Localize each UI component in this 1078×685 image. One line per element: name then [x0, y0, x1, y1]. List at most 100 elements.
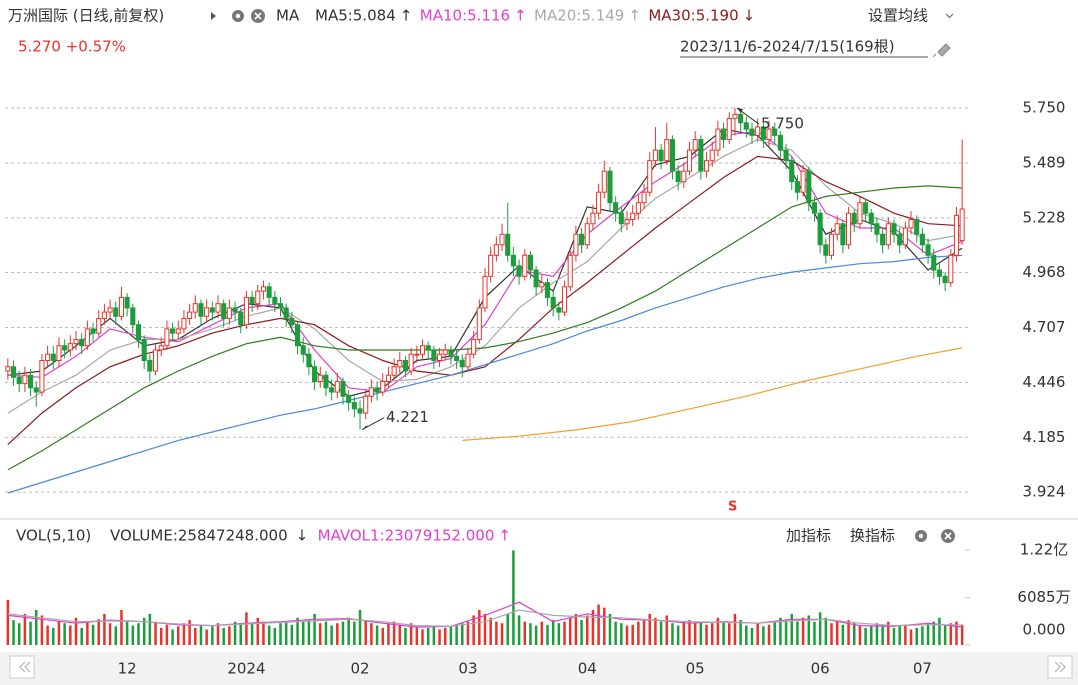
- volume-bar: [370, 623, 373, 645]
- y-tick-label: 6085万: [1017, 588, 1070, 606]
- candle-body: [317, 374, 323, 383]
- volume-bar: [97, 619, 100, 645]
- volume-bar: [387, 623, 390, 645]
- volume-bar: [472, 615, 475, 645]
- candle-body: [215, 303, 221, 313]
- volume-bar: [574, 613, 578, 645]
- candle-body: [329, 387, 335, 393]
- candle-body: [226, 307, 232, 319]
- candle-body: [260, 286, 267, 292]
- volume-bar: [6, 599, 10, 645]
- x-tick-label: 12: [118, 660, 137, 678]
- volume-bar: [614, 621, 617, 645]
- volume-bar: [86, 621, 89, 645]
- volume-bar: [336, 623, 339, 645]
- candle-body: [919, 233, 925, 246]
- legend-entry: MA30:5.190: [648, 7, 738, 25]
- candle-body: [936, 269, 942, 277]
- settings-caret: [945, 13, 954, 19]
- date-range[interactable]: 2023/11/6-2024/7/15(169根): [680, 38, 895, 56]
- candle-body: [607, 170, 613, 204]
- candle-body: [255, 290, 261, 305]
- x-tick-label: 03: [458, 660, 477, 678]
- volume-bar: [898, 626, 901, 645]
- add-indicator[interactable]: 加指标: [786, 527, 831, 545]
- volume-bar: [91, 624, 95, 645]
- volume-bar: [642, 620, 646, 645]
- volume-bar: [415, 626, 419, 645]
- volume-bar: [114, 626, 118, 645]
- volume-bar: [177, 626, 180, 645]
- volume-bar: [654, 617, 657, 645]
- volume-bar: [267, 625, 271, 645]
- volume-bar: [756, 623, 759, 645]
- volume-bar: [597, 604, 600, 645]
- scroll-left[interactable]: [9, 655, 35, 679]
- volume-bar: [591, 610, 595, 645]
- candle-body: [647, 160, 653, 193]
- candle-body: [39, 359, 45, 393]
- volume-bar: [534, 625, 538, 645]
- candle-body: [84, 328, 90, 347]
- candle-body: [73, 338, 79, 345]
- candle-body: [846, 212, 852, 246]
- volume-bar: [12, 620, 15, 645]
- volume-bar: [818, 612, 822, 645]
- volume-bar: [864, 627, 867, 645]
- candle-body: [62, 345, 68, 351]
- volume-bar: [103, 613, 106, 645]
- candle-body: [703, 160, 710, 172]
- volume-bar: [716, 617, 720, 645]
- volume-bar: [875, 623, 879, 645]
- volume-bar: [739, 620, 742, 645]
- ma-line: [462, 347, 963, 441]
- volume-bar: [938, 617, 941, 645]
- switch-indicator[interactable]: 换指标: [850, 527, 895, 545]
- annotation-arrowhead: [736, 108, 743, 114]
- volume-bar: [926, 623, 930, 645]
- pin-icon[interactable]: [932, 43, 951, 58]
- candle-body: [493, 244, 499, 256]
- candle-body: [681, 170, 687, 183]
- candle-body: [67, 343, 73, 351]
- volume-bar: [489, 617, 492, 645]
- candle-body: [277, 303, 284, 309]
- settings-button[interactable]: 设置均线: [868, 7, 928, 25]
- candle-body: [658, 149, 664, 162]
- title-menu-icon[interactable]: [211, 12, 216, 20]
- volume-bar: [29, 621, 32, 645]
- candle-body: [942, 275, 948, 284]
- volume-bar: [506, 613, 509, 645]
- volume-bar: [290, 624, 294, 645]
- candle-body: [567, 254, 573, 288]
- candle-body: [721, 128, 727, 141]
- volume-bar: [483, 613, 487, 645]
- legend-arrow: ↑: [628, 7, 641, 25]
- volume-bar: [199, 624, 203, 645]
- volume-bar: [40, 615, 44, 645]
- candle-body: [675, 170, 681, 183]
- candle-body: [192, 303, 198, 313]
- candle-body: [925, 244, 931, 256]
- annotation-arrowhead: [362, 425, 369, 430]
- volume-bar: [585, 615, 589, 645]
- candle-body: [164, 328, 170, 347]
- volume-bar: [637, 621, 640, 645]
- candle-body: [766, 128, 772, 141]
- candle-body: [147, 359, 153, 372]
- candle-body: [789, 160, 795, 183]
- y-tick-label: 3.924: [1023, 483, 1066, 501]
- candle-body: [550, 296, 556, 309]
- volume-bar: [228, 626, 231, 645]
- volume-bar: [455, 624, 458, 645]
- candle-body: [533, 269, 539, 288]
- volume-bar: [46, 625, 49, 645]
- legend-arrow: ↑: [498, 527, 511, 545]
- volume-bar: [142, 617, 146, 645]
- candle-body: [891, 223, 897, 235]
- candle-body: [454, 355, 460, 361]
- candle-body: [101, 311, 107, 319]
- volume-bar: [205, 629, 208, 645]
- volume-bar: [432, 625, 436, 645]
